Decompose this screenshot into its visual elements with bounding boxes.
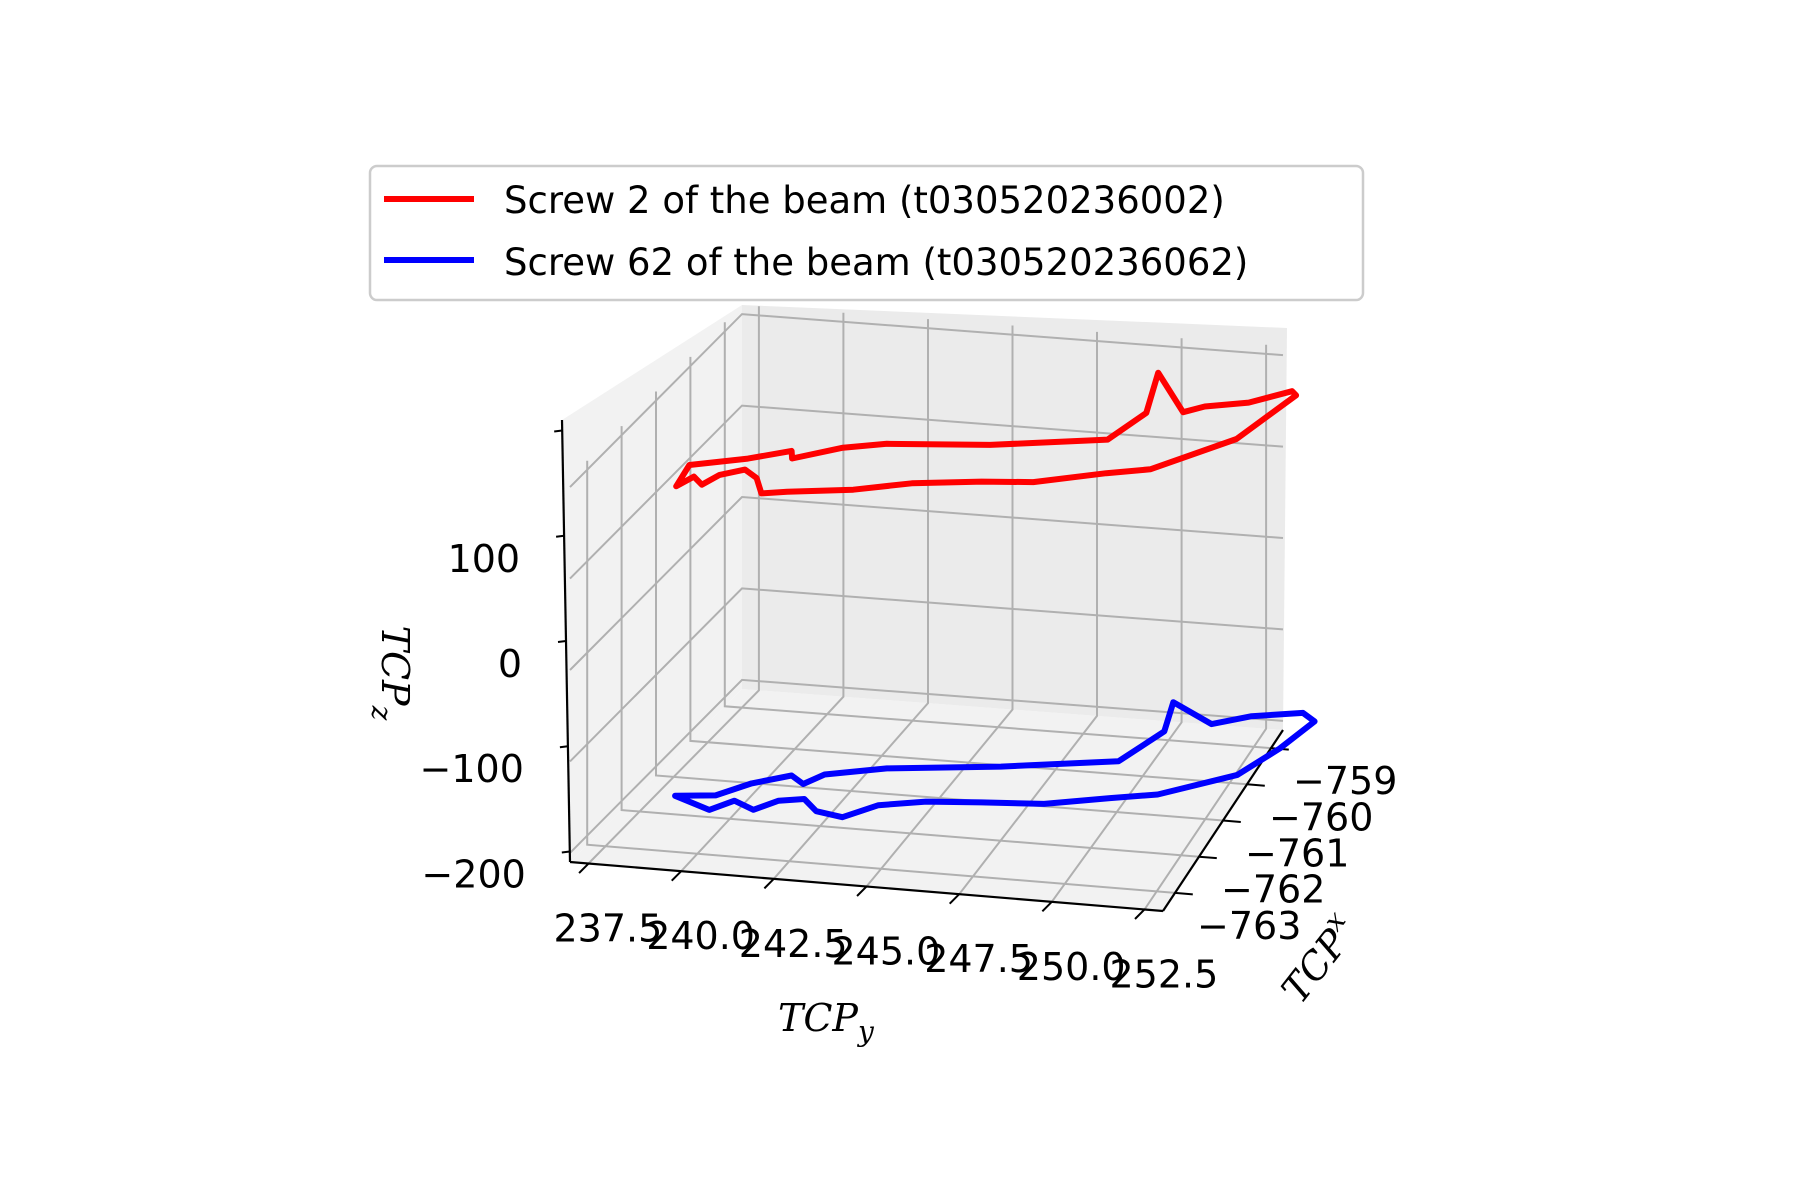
z-tick-mark (554, 429, 563, 433)
x-tick-label: −761 (1245, 832, 1349, 876)
grid-line-y (680, 312, 845, 872)
grid-line-z (569, 313, 1284, 488)
grid-line-x (723, 322, 1272, 750)
legend-label-screw-2: Screw 2 of the beam (t030520236002) (504, 179, 1225, 222)
y-tick-label: 247.5 (924, 937, 1033, 981)
grid-line-z (569, 404, 1284, 580)
y-tick-label: 242.5 (739, 922, 848, 966)
y-tick-label: 237.5 (554, 907, 663, 951)
x-tick-label: −762 (1221, 868, 1325, 912)
z-tick-mark (557, 640, 567, 643)
grid-line-y (587, 306, 760, 865)
grid-line-x (689, 356, 1248, 786)
x-tick-label: −763 (1197, 904, 1301, 948)
x-tick-label: −760 (1269, 795, 1373, 839)
grid-line-y (1143, 344, 1268, 911)
y-axis-label: TCPy (778, 996, 875, 1048)
gridlines (569, 306, 1284, 911)
y-tick-mark (1041, 901, 1053, 913)
y-tick-label: 245.0 (832, 930, 941, 974)
axes-panes (562, 305, 1287, 911)
series-line-screw-62 (672, 699, 1318, 821)
grid-line-x (586, 460, 1176, 894)
x-tick-mark (1222, 819, 1241, 823)
z-tick-label: 100 (448, 537, 521, 581)
legend-label-screw-62: Screw 62 of the beam (t030520236062) (504, 241, 1248, 284)
z-tick-mark (561, 850, 570, 854)
z-tick-label: −100 (420, 747, 524, 791)
y-axis-label-sub: y (856, 1015, 875, 1048)
grid-line-y (1050, 338, 1183, 903)
y-tick-mark (763, 878, 775, 890)
grid-line-z (569, 495, 1284, 671)
grid-line-y (958, 331, 1098, 895)
z-axis-label: TCPz (365, 626, 417, 721)
legend-box (368, 164, 1365, 302)
y-tick-label: 250.0 (1017, 945, 1126, 989)
data-series (672, 369, 1318, 821)
y-tick-label: 240.0 (646, 914, 755, 958)
y-tick-mark (856, 885, 868, 897)
z-tick-label: 0 (498, 642, 522, 686)
z-tick-label: −200 (421, 853, 525, 897)
x-tick-label: −759 (1293, 759, 1397, 803)
grid-line-z (569, 587, 1284, 763)
z-axis-label-sub: z (365, 705, 398, 721)
y-tick-mark (578, 862, 590, 874)
grid-line-y (865, 325, 1014, 888)
x-tick-mark (1198, 855, 1217, 860)
y-tick-mark (948, 893, 960, 905)
z-tick-mark (555, 534, 565, 538)
x-tick-mark (1174, 891, 1193, 896)
left-pane (562, 305, 742, 862)
grid-line-z (569, 678, 1284, 854)
z-tick-mark (559, 745, 569, 749)
y-tick-mark (1134, 908, 1146, 920)
legend: Screw 2 of the beam (t030520236002) Scre… (368, 164, 1365, 302)
tick-labels: 237.5240.0242.5245.0247.5250.0252.5−759−… (420, 429, 1397, 997)
y-tick-label: 252.5 (1110, 953, 1219, 997)
grid-line-x (620, 426, 1200, 858)
y-tick-mark (671, 870, 682, 882)
series-line-screw-2 (673, 369, 1300, 497)
x-tick-mark (1246, 783, 1265, 787)
